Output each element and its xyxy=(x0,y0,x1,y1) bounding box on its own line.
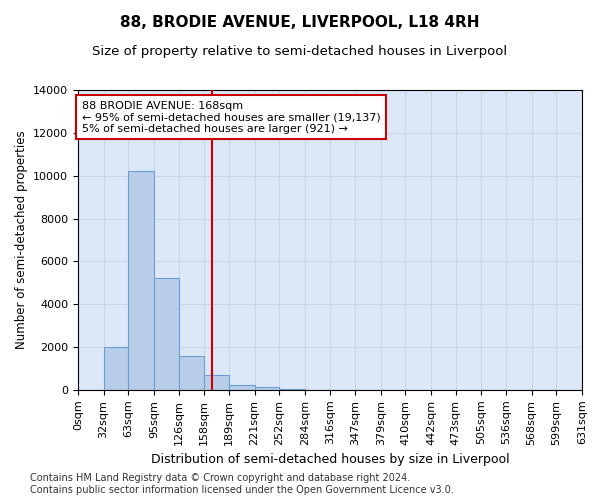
X-axis label: Distribution of semi-detached houses by size in Liverpool: Distribution of semi-detached houses by … xyxy=(151,453,509,466)
Text: Contains HM Land Registry data © Crown copyright and database right 2024.
Contai: Contains HM Land Registry data © Crown c… xyxy=(30,474,454,495)
Y-axis label: Number of semi-detached properties: Number of semi-detached properties xyxy=(14,130,28,350)
Bar xyxy=(128,172,154,390)
Bar xyxy=(279,389,305,390)
Bar xyxy=(204,375,229,390)
Bar xyxy=(254,388,279,390)
Bar xyxy=(104,347,128,390)
Text: Size of property relative to semi-detached houses in Liverpool: Size of property relative to semi-detach… xyxy=(92,45,508,58)
Bar xyxy=(154,278,179,390)
Text: 88 BRODIE AVENUE: 168sqm
← 95% of semi-detached houses are smaller (19,137)
5% o: 88 BRODIE AVENUE: 168sqm ← 95% of semi-d… xyxy=(82,100,381,134)
Bar xyxy=(179,356,204,390)
Bar xyxy=(229,384,254,390)
Text: 88, BRODIE AVENUE, LIVERPOOL, L18 4RH: 88, BRODIE AVENUE, LIVERPOOL, L18 4RH xyxy=(120,15,480,30)
